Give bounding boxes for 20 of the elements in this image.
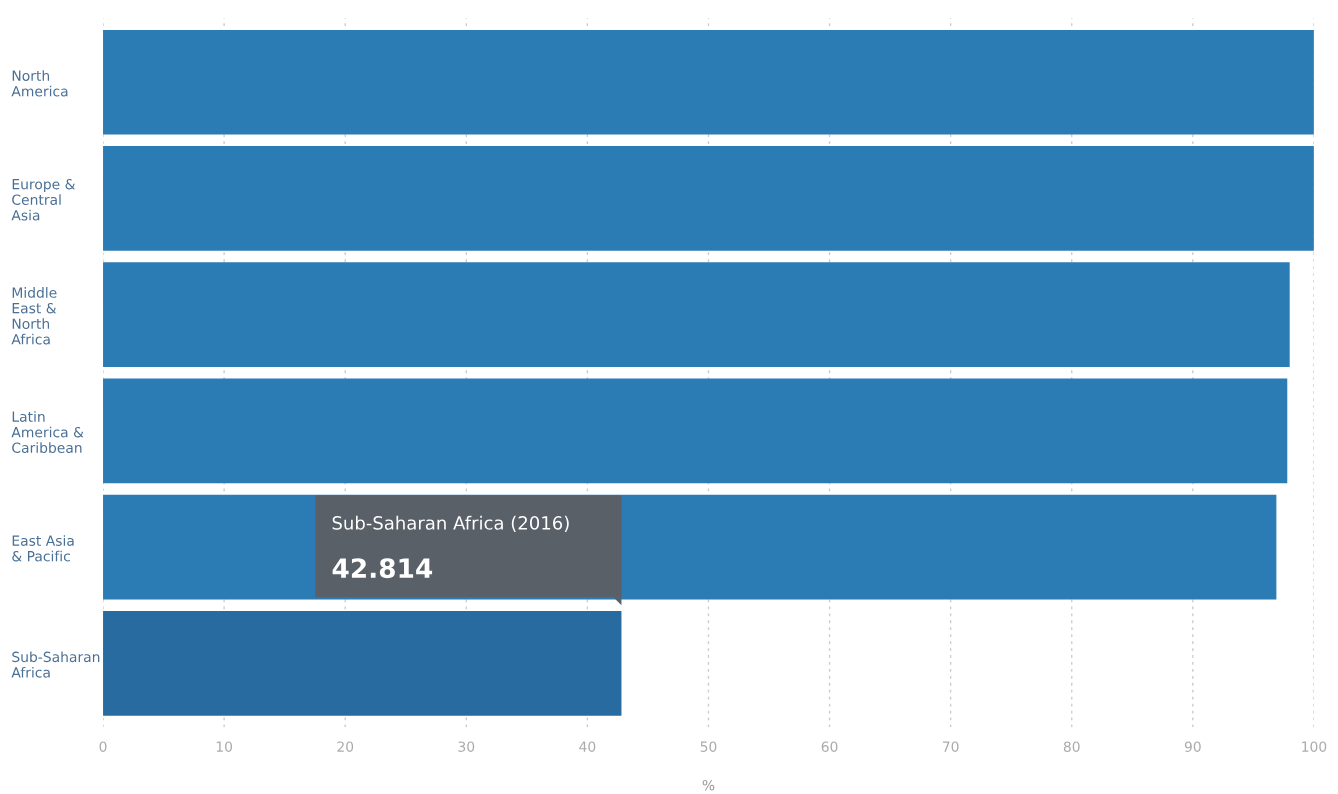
x-tick-label: 50	[700, 741, 717, 752]
x-tick-label: 10	[216, 741, 233, 752]
y-tick-label: Middle East & North Africa	[11, 287, 57, 345]
x-tick-label: 40	[579, 741, 596, 752]
x-tick-label: 100	[1302, 741, 1327, 752]
y-tick-label: Europe & Central Asia	[11, 178, 76, 221]
x-tick-label: 0	[99, 741, 107, 752]
x-axis-title: %	[702, 779, 715, 791]
x-tick-label: 90	[1184, 741, 1201, 752]
x-tick-label: 80	[1063, 741, 1080, 752]
y-tick-label: Latin America & Caribbean	[11, 411, 84, 453]
annotation: Sub-Saharan Africa (2016)	[332, 515, 569, 532]
x-tick-label: 70	[942, 741, 959, 752]
y-tick-label: North America	[11, 70, 68, 97]
y-tick-label: Sub-Saharan Africa	[11, 651, 100, 678]
x-tick-label: 30	[458, 741, 475, 752]
x-tick-label: 60	[821, 741, 838, 752]
annotation: 42.814	[332, 558, 433, 579]
x-tick-label: 20	[337, 741, 354, 752]
y-tick-label: East Asia & Pacific	[12, 535, 74, 562]
